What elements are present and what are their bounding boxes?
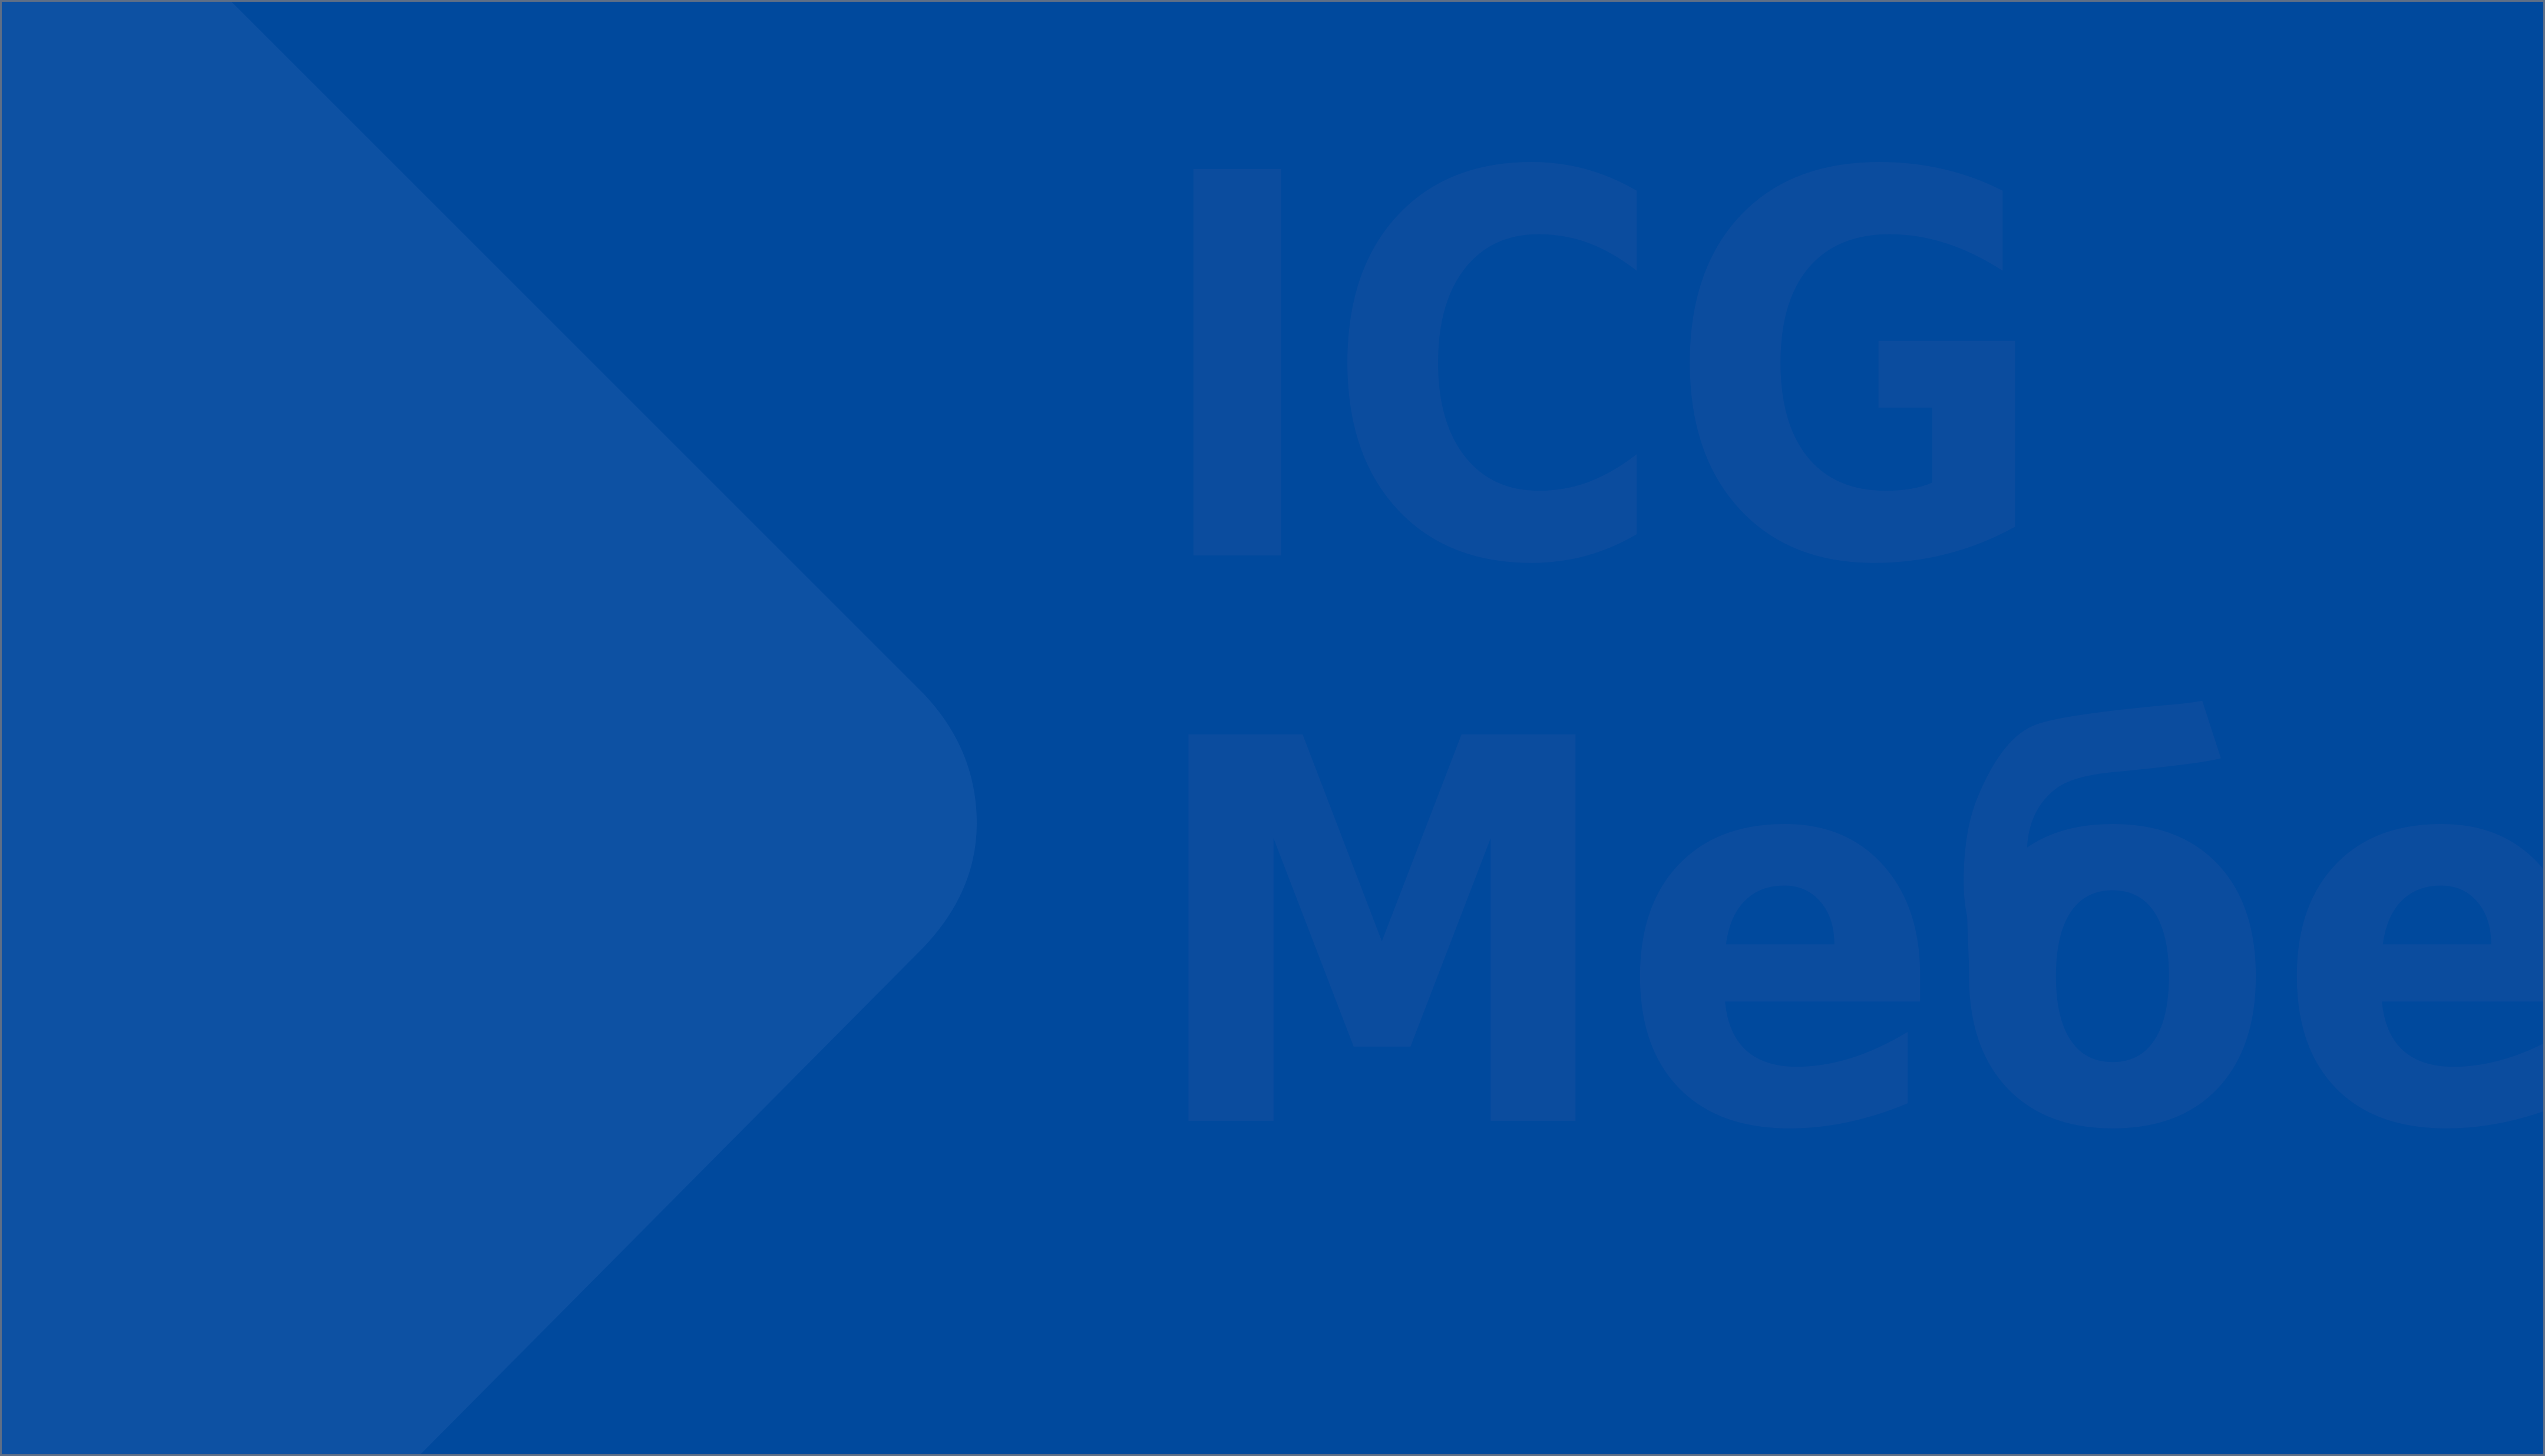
brand-line-mebel: Мебел: [1145, 630, 2543, 1246]
left-chevron-shape: [2, 2, 977, 1454]
brand-line-icg: ICG: [1151, 64, 2050, 681]
